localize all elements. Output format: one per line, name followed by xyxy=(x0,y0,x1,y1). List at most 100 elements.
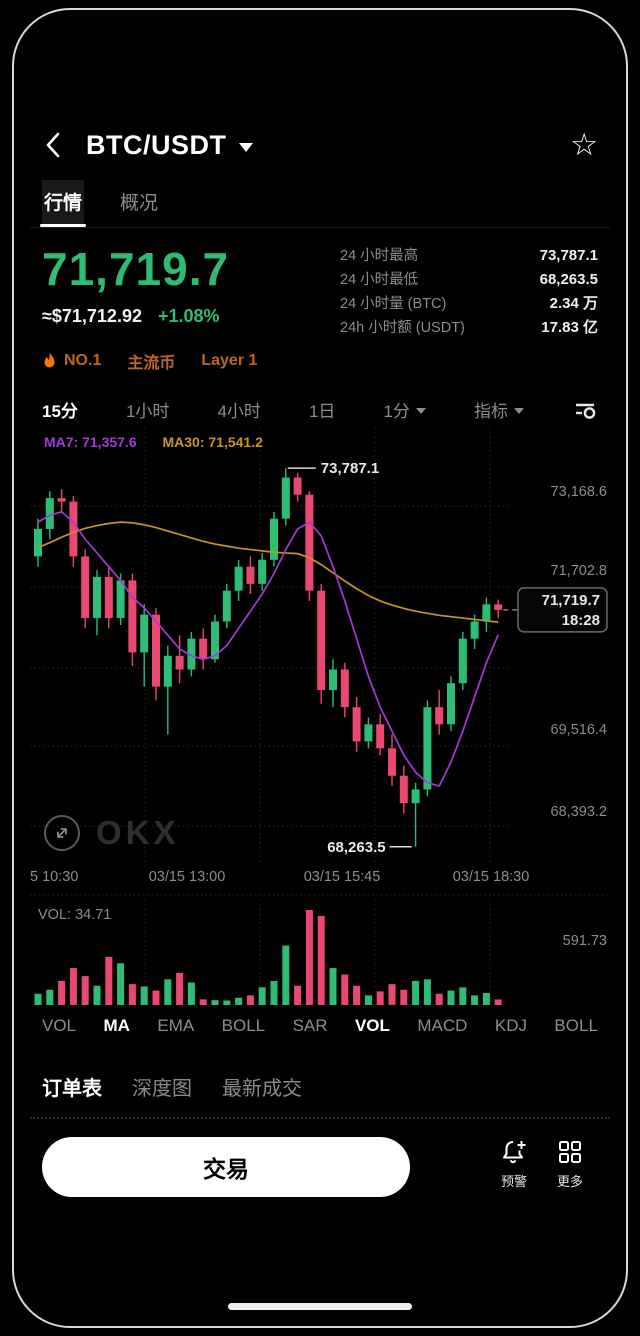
badge-mainstream-label: 主流币 xyxy=(127,355,176,372)
timeframe-label: 1分 xyxy=(383,402,410,421)
ma7-label: MA7: 71,357.6 xyxy=(44,434,137,450)
svg-text:73,787.1: 73,787.1 xyxy=(321,460,379,477)
indicator-ma[interactable]: MA xyxy=(103,1016,130,1035)
indicator-boll2[interactable]: BOLL xyxy=(554,1016,598,1035)
svg-text:03/15 13:00: 03/15 13:00 xyxy=(149,869,226,885)
timeframe-label: 1日 xyxy=(308,402,336,421)
app-screen: BTC/USDT ☆ 行情 概况 71,719.7 ≈$71,712.92 +1… xyxy=(14,10,626,1326)
indicator-vol[interactable]: VOL xyxy=(42,1016,77,1035)
tab-overview-label: 概况 xyxy=(120,193,159,214)
indicator-kdj[interactable]: KDJ xyxy=(494,1016,527,1035)
badge-rank-label: NO.1 xyxy=(64,352,102,369)
stat-row: 24 小时最高 73,787.1 xyxy=(340,244,598,268)
svg-text:03/15 18:30: 03/15 18:30 xyxy=(453,869,530,885)
stat-value: 73,787.1 xyxy=(539,247,598,264)
chart-settings-icon xyxy=(575,403,596,419)
home-indicator[interactable] xyxy=(228,1303,412,1310)
stat-value: 2.34 万 xyxy=(549,295,598,312)
timeframe-more-dropdown[interactable]: 1分 xyxy=(383,397,426,422)
more-label: 更多 xyxy=(556,1174,583,1189)
badges: NO.1 主流币 Layer 1 xyxy=(42,349,340,373)
stat-label: 24 小时量 (BTC) xyxy=(340,296,447,312)
timeframe-label: 4小时 xyxy=(217,402,261,421)
favorite-star-icon[interactable]: ☆ xyxy=(570,127,598,162)
svg-text:71,702.8: 71,702.8 xyxy=(551,563,607,579)
timeframe-15m[interactable]: 15分 xyxy=(42,397,78,422)
indicator-dropdown[interactable]: 指标 xyxy=(474,397,524,422)
tab-market-label: 行情 xyxy=(44,193,83,214)
svg-text:69,516.4: 69,516.4 xyxy=(551,722,607,738)
timeframe-row: 15分 1小时 4小时 1日 1分 指标 xyxy=(30,397,610,422)
stat-row: 24 小时最低 68,263.5 xyxy=(340,268,598,292)
svg-text:VOL: 34.71: VOL: 34.71 xyxy=(38,907,111,923)
chevron-left-icon xyxy=(46,132,60,158)
timeframe-4h[interactable]: 4小时 xyxy=(217,397,260,422)
badge-layer1-label: Layer 1 xyxy=(201,352,258,369)
header: BTC/USDT ☆ xyxy=(30,122,610,168)
phone-frame: BTC/USDT ☆ 行情 概况 71,719.7 ≈$71,712.92 +1… xyxy=(12,8,628,1328)
stat-label: 24h 小时额 (USDT) xyxy=(340,320,465,336)
expand-icon xyxy=(57,828,67,838)
svg-text:68,393.2: 68,393.2 xyxy=(551,804,607,820)
last-price: 71,719.7 xyxy=(42,243,230,295)
pair-title[interactable]: BTC/USDT xyxy=(86,129,227,160)
stat-row: 24 小时量 (BTC) 2.34 万 xyxy=(340,292,598,316)
tab-overview[interactable]: 概况 xyxy=(118,180,160,227)
bell-plus-icon xyxy=(503,1141,526,1164)
pair-dropdown-icon[interactable] xyxy=(238,142,253,152)
alert-button[interactable]: 预警 xyxy=(486,1137,542,1190)
trade-button[interactable]: 交易 xyxy=(42,1137,410,1197)
svg-text:68,263.5: 68,263.5 xyxy=(327,839,385,856)
stat-value: 68,263.5 xyxy=(539,271,598,288)
more-button[interactable]: 更多 xyxy=(542,1137,598,1190)
okx-logo: OKX xyxy=(96,814,180,851)
ma-legend: MA7: 71,357.6 MA30: 71,541.2 xyxy=(44,434,263,450)
stat-label: 24 小时最低 xyxy=(340,272,419,288)
flame-icon xyxy=(44,352,55,368)
indicator-vol2[interactable]: VOL xyxy=(354,1016,390,1035)
indicator-row: VOL MA EMA BOLL SAR VOL MACD KDJ BOLL xyxy=(30,1016,610,1036)
grid-more-icon xyxy=(559,1141,581,1163)
alert-label: 预警 xyxy=(500,1174,527,1189)
tab-market[interactable]: 行情 xyxy=(40,180,87,227)
indicator-macd[interactable]: MACD xyxy=(417,1016,468,1035)
svg-text:71,719.7: 71,719.7 xyxy=(542,592,600,609)
stat-row: 24h 小时额 (USDT) 17.83 亿 xyxy=(340,316,598,340)
timeframe-label: 1小时 xyxy=(125,402,170,421)
indicator-ema[interactable]: EMA xyxy=(157,1016,195,1035)
timeframe-label: 15分 xyxy=(42,402,78,421)
timeframe-1h[interactable]: 1小时 xyxy=(126,397,169,422)
indicator-boll[interactable]: BOLL xyxy=(221,1016,266,1035)
svg-text:591.73: 591.73 xyxy=(563,933,607,949)
stat-value: 17.83 亿 xyxy=(541,319,598,336)
tab-latest-trades[interactable]: 最新成交 xyxy=(222,1078,302,1100)
stats-panel: 24 小时最高 73,787.1 24 小时最低 68,263.5 24 小时量 (… xyxy=(340,244,598,373)
top-tabs: 行情 概况 xyxy=(30,180,610,228)
chevron-down-icon xyxy=(513,407,524,414)
ma30-label: MA30: 71,541.2 xyxy=(162,434,263,450)
badge-layer1[interactable]: Layer 1 xyxy=(201,352,257,370)
badge-mainstream[interactable]: 主流币 xyxy=(127,349,175,373)
chart-settings-button[interactable] xyxy=(572,399,598,421)
tab-depth-chart[interactable]: 深度图 xyxy=(132,1078,192,1100)
stat-label: 24 小时最高 xyxy=(340,248,419,264)
candlestick-chart-canvas[interactable]: 73,168.6 71,702.8 69,516.4 68,393.2 5 10:30 0… xyxy=(30,428,610,1010)
fiat-price: ≈$71,712.92 xyxy=(42,306,142,326)
price-chart[interactable]: MA7: 71,357.6 MA30: 71,541.2 OKX 73,168.… xyxy=(30,428,610,1010)
timeframe-label: 指标 xyxy=(473,402,508,421)
svg-text:18:28: 18:28 xyxy=(562,612,600,629)
svg-text:5 10:30: 5 10:30 xyxy=(30,869,78,885)
tab-order-book[interactable]: 订单表 xyxy=(42,1078,102,1100)
badge-rank[interactable]: NO.1 xyxy=(42,352,101,370)
order-tabs: 订单表 深度图 最新成交 xyxy=(30,1072,610,1119)
back-button[interactable] xyxy=(42,130,72,160)
fullscreen-button[interactable] xyxy=(44,815,80,851)
watermark: OKX xyxy=(44,814,180,852)
bottom-bar: 交易 预警 更多 xyxy=(30,1137,610,1197)
timeframe-1d[interactable]: 1日 xyxy=(309,397,335,422)
indicator-sar[interactable]: SAR xyxy=(292,1016,328,1035)
svg-text:03/15 15:45: 03/15 15:45 xyxy=(304,869,381,885)
svg-text:73,168.6: 73,168.6 xyxy=(551,484,607,500)
chevron-down-icon xyxy=(415,407,426,414)
